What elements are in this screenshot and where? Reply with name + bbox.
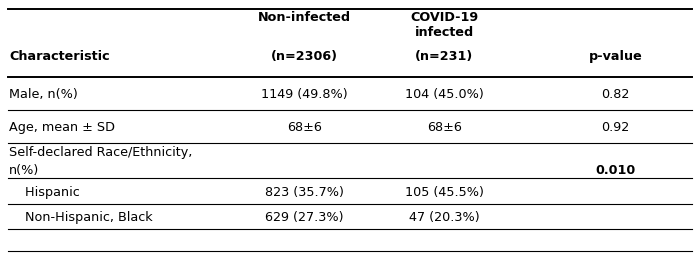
Text: Hispanic: Hispanic: [9, 185, 80, 198]
Text: COVID-19: COVID-19: [410, 11, 478, 24]
Text: 104 (45.0%): 104 (45.0%): [405, 88, 484, 101]
Text: 823 (35.7%): 823 (35.7%): [265, 185, 344, 198]
Text: Non-infected: Non-infected: [258, 11, 351, 24]
Text: Characteristic: Characteristic: [9, 50, 110, 63]
Text: Age, mean ± SD: Age, mean ± SD: [9, 121, 115, 133]
Text: p-value: p-value: [589, 50, 643, 63]
Text: 0.92: 0.92: [601, 121, 629, 133]
Text: 0.010: 0.010: [595, 164, 636, 177]
Text: Male, n(%): Male, n(%): [9, 88, 78, 101]
Text: (n=2306): (n=2306): [271, 50, 338, 63]
Text: 68±6: 68±6: [287, 121, 322, 133]
Text: 1149 (49.8%): 1149 (49.8%): [261, 88, 348, 101]
Text: 105 (45.5%): 105 (45.5%): [405, 185, 484, 198]
Text: 47 (20.3%): 47 (20.3%): [409, 210, 480, 223]
Text: 68±6: 68±6: [427, 121, 462, 133]
Text: n(%): n(%): [9, 164, 39, 177]
Text: 629 (27.3%): 629 (27.3%): [265, 210, 344, 223]
Text: infected: infected: [414, 26, 474, 39]
Text: Self-declared Race/Ethnicity,: Self-declared Race/Ethnicity,: [9, 146, 192, 159]
Text: Non-Hispanic, Black: Non-Hispanic, Black: [9, 210, 153, 223]
Text: (n=231): (n=231): [415, 50, 473, 63]
Text: 0.82: 0.82: [601, 88, 630, 101]
